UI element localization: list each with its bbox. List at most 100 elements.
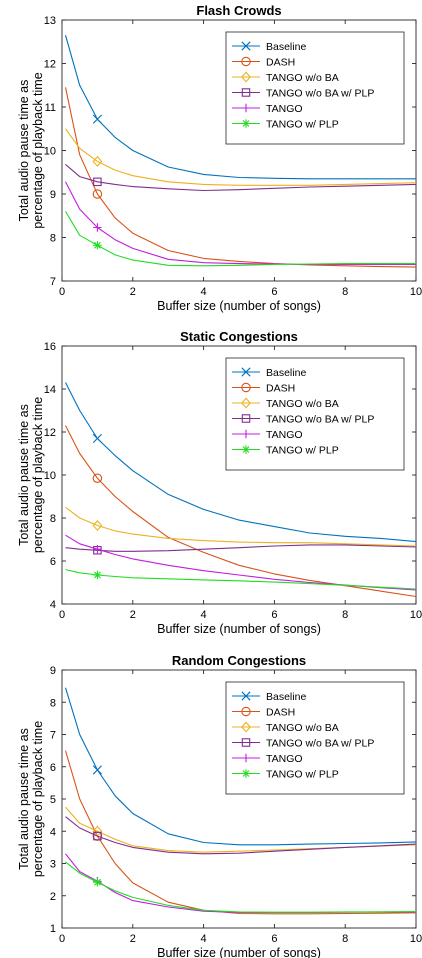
legend-label: Baseline [266, 691, 306, 703]
legend-swatch-marker [241, 397, 251, 409]
x-tick-label: 8 [342, 609, 348, 621]
legend-swatch-marker [241, 119, 251, 128]
legend-swatch-marker [241, 721, 251, 733]
y-tick-label: 11 [45, 102, 56, 114]
legend-label: Baseline [266, 41, 306, 53]
legend-swatch-marker [241, 706, 251, 717]
legend-label: TANGO w/o BA w/ PLP [266, 88, 374, 100]
data-point-marker-1 [92, 765, 102, 775]
x-tick-label: 4 [201, 933, 207, 945]
legend-swatch-marker [241, 769, 251, 778]
y-tick-label: 8 [50, 513, 56, 525]
data-point-marker-3 [92, 155, 103, 167]
x-tick-label: 0 [59, 933, 65, 945]
legend-box [225, 357, 405, 471]
legend-item: TANGO [232, 753, 303, 765]
y-tick-label: 9 [50, 665, 56, 677]
legend-label: TANGO w/ PLP [266, 119, 339, 131]
data-point-marker-5 [93, 544, 102, 554]
data-point-marker-4 [93, 177, 102, 187]
x-axis-label: Buffer size (number of songs) [157, 946, 321, 958]
legend-swatch-marker [241, 367, 251, 377]
x-tick-label: 2 [130, 609, 136, 621]
data-point-marker-4 [93, 831, 102, 841]
x-axis-label: Buffer size (number of songs) [157, 299, 321, 313]
legend-swatch-marker [241, 382, 251, 393]
legend-swatch-marker [241, 41, 251, 51]
y-tick-label: 12 [44, 59, 56, 71]
x-tick-label: 8 [342, 286, 348, 298]
data-point-marker-3 [92, 519, 103, 532]
legend-label: DASH [266, 707, 295, 719]
legend-swatch-marker [241, 691, 251, 701]
legend-box [225, 31, 405, 145]
data-point-marker-6 [93, 241, 102, 250]
x-tick-label: 2 [130, 286, 136, 298]
chart-title: Flash Crowds [196, 3, 281, 18]
legend-label: TANGO w/o BA [266, 398, 339, 410]
legend-item: TANGO w/o BA [232, 71, 339, 84]
legend-box [225, 681, 405, 795]
y-tick-label: 12 [44, 427, 56, 439]
data-point-marker-5 [93, 223, 102, 232]
legend-item: Baseline [232, 691, 306, 703]
legend-item: TANGO [232, 429, 303, 441]
chart-title: Static Congestions [180, 329, 298, 344]
y-tick-label: 13 [44, 15, 56, 27]
legend-label: TANGO [266, 429, 303, 441]
legend: Baseline DASH TANGO w/o BA TANGO w/o BA w/ … [225, 357, 405, 471]
data-point-marker-1 [92, 114, 102, 124]
legend-label: DASH [266, 383, 295, 395]
x-tick-label: 4 [201, 286, 207, 298]
y-tick-label: 10 [44, 470, 56, 482]
y-axis-label-line-1: Total audio pause time as [17, 728, 31, 870]
x-tick-label: 4 [201, 609, 207, 621]
x-tick-label: 6 [271, 286, 277, 298]
chart-title: Random Congestions [172, 653, 306, 668]
legend-label: TANGO w/ PLP [266, 445, 339, 457]
legend-swatch-marker [241, 738, 251, 747]
y-tick-label: 7 [50, 276, 56, 288]
legend-item: TANGO w/o BA w/ PLP [232, 738, 374, 750]
legend-item: Baseline [232, 367, 306, 379]
y-axis-label-line-2: percentage of playback time [31, 72, 45, 228]
legend-item: DASH [232, 707, 295, 719]
legend-label: TANGO w/ PLP [266, 769, 339, 781]
y-axis-label-line-1: Total audio pause time as [17, 80, 31, 222]
legend-item: TANGO w/ PLP [232, 769, 339, 781]
legend-item: TANGO w/ PLP [232, 119, 339, 131]
legend-label: DASH [266, 57, 295, 69]
x-tick-label: 8 [342, 933, 348, 945]
legend-item: TANGO w/ PLP [232, 445, 339, 457]
series-group [64, 35, 416, 268]
legend-swatch-marker [241, 753, 251, 763]
legend-item: DASH [232, 383, 295, 395]
y-tick-label: 7 [50, 730, 56, 742]
y-tick-label: 5 [50, 794, 56, 806]
legend-item: TANGO w/o BA w/ PLP [232, 88, 374, 100]
data-point-marker-2 [92, 473, 103, 483]
y-tick-label: 8 [50, 697, 56, 709]
series-group [64, 687, 416, 915]
series-line-3 [65, 506, 416, 547]
legend-item: TANGO [232, 103, 303, 115]
series-line-3 [65, 128, 416, 186]
legend-swatch-marker [241, 103, 251, 113]
y-tick-label: 6 [50, 556, 56, 568]
y-axis-label: Total audio pause time aspercentage of p… [17, 72, 45, 228]
data-point-marker-2 [92, 189, 103, 199]
y-tick-label: 2 [50, 891, 56, 903]
y-tick-label: 16 [44, 341, 56, 353]
legend-swatch-marker [241, 429, 251, 439]
y-tick-label: 3 [50, 859, 56, 871]
y-tick-label: 10 [44, 146, 56, 158]
series-line-4 [65, 163, 416, 192]
legend-swatch-marker [241, 56, 251, 67]
y-tick-label: 8 [50, 233, 56, 245]
x-tick-label: 0 [59, 286, 65, 298]
legend-label: TANGO w/o BA [266, 722, 339, 734]
legend-swatch-marker [241, 88, 251, 97]
legend-label: TANGO w/o BA w/ PLP [266, 414, 374, 426]
